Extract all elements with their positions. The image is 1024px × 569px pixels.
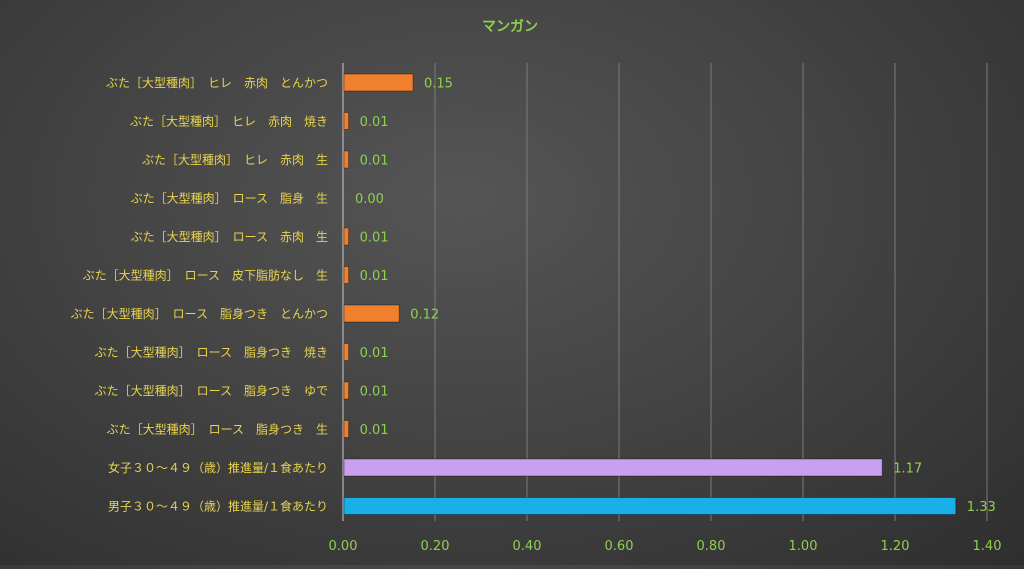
bar (343, 497, 957, 515)
data-label: 1.17 (893, 462, 922, 477)
x-tick-label: 0.00 (329, 539, 358, 554)
category-label: ぶた［大型種肉］ ロース 脂身つき ゆで (95, 383, 328, 398)
data-label: 0.01 (360, 385, 389, 400)
x-tick-label: 1.00 (789, 539, 818, 554)
value-labels: 0.15 0.01 0.01 0.00 0.01 0.01 0.12 0.01 0.01 0.01… (355, 77, 996, 516)
bar (343, 304, 400, 323)
bar (343, 227, 350, 246)
category-label: ぶた［大型種肉］ ヒレ 赤肉 とんかつ (106, 76, 328, 90)
data-label: 0.01 (360, 423, 389, 438)
bar (343, 112, 350, 130)
category-label: ぶた［大型種肉］ ヒレ 赤肉 生 (142, 153, 328, 167)
data-label: 0.01 (360, 154, 389, 169)
x-axis-tick-labels: 0.00 0.20 0.40 0.60 0.80 1.00 1.20 1.40 (329, 539, 1002, 554)
data-label: 0.15 (424, 77, 453, 92)
bar (343, 458, 883, 477)
data-label: 0.12 (410, 308, 439, 323)
x-tick-label: 0.80 (697, 539, 726, 554)
bar (343, 150, 350, 169)
x-tick-label: 0.20 (421, 539, 450, 554)
category-label: ぶた［大型種肉］ ロース 赤肉 生 (131, 230, 328, 244)
data-label: 0.01 (360, 269, 389, 284)
bar (343, 266, 350, 284)
x-tick-label: 0.60 (605, 539, 634, 554)
category-label: ぶた［大型種肉］ ロース 脂身つき 焼き (95, 345, 328, 360)
category-label: ぶた［大型種肉］ ロース 皮下脂肪なし 生 (83, 268, 328, 283)
chart-title: マンガン (482, 19, 538, 35)
x-tick-label: 1.20 (881, 539, 910, 554)
data-label: 0.01 (360, 231, 389, 246)
bar (343, 73, 414, 92)
category-label: ぶた［大型種肉］ ロース 脂身 生 (131, 191, 328, 206)
category-label: ぶた［大型種肉］ ヒレ 赤肉 焼き (130, 115, 328, 129)
bar (343, 381, 350, 400)
category-label: ぶた［大型種肉］ ロース 脂身つき 生 (107, 422, 328, 437)
category-label: 女子３０～４９（歳）推進量/１食あたり (108, 460, 328, 475)
bar (343, 343, 350, 361)
bars (343, 73, 957, 515)
category-label: ぶた［大型種肉］ ロース 脂身つき とんかつ (71, 306, 328, 321)
gridlines (342, 63, 988, 521)
data-label: 1.33 (967, 500, 996, 515)
data-label: 0.01 (360, 346, 389, 361)
x-tick-label: 1.40 (973, 539, 1002, 554)
bar (343, 420, 350, 438)
data-label: 0.00 (355, 192, 384, 207)
x-tick-label: 0.40 (513, 539, 542, 554)
data-label: 0.01 (360, 115, 389, 130)
category-label: 男子３０～４９（歳）推進量/１食あたり (108, 499, 328, 514)
